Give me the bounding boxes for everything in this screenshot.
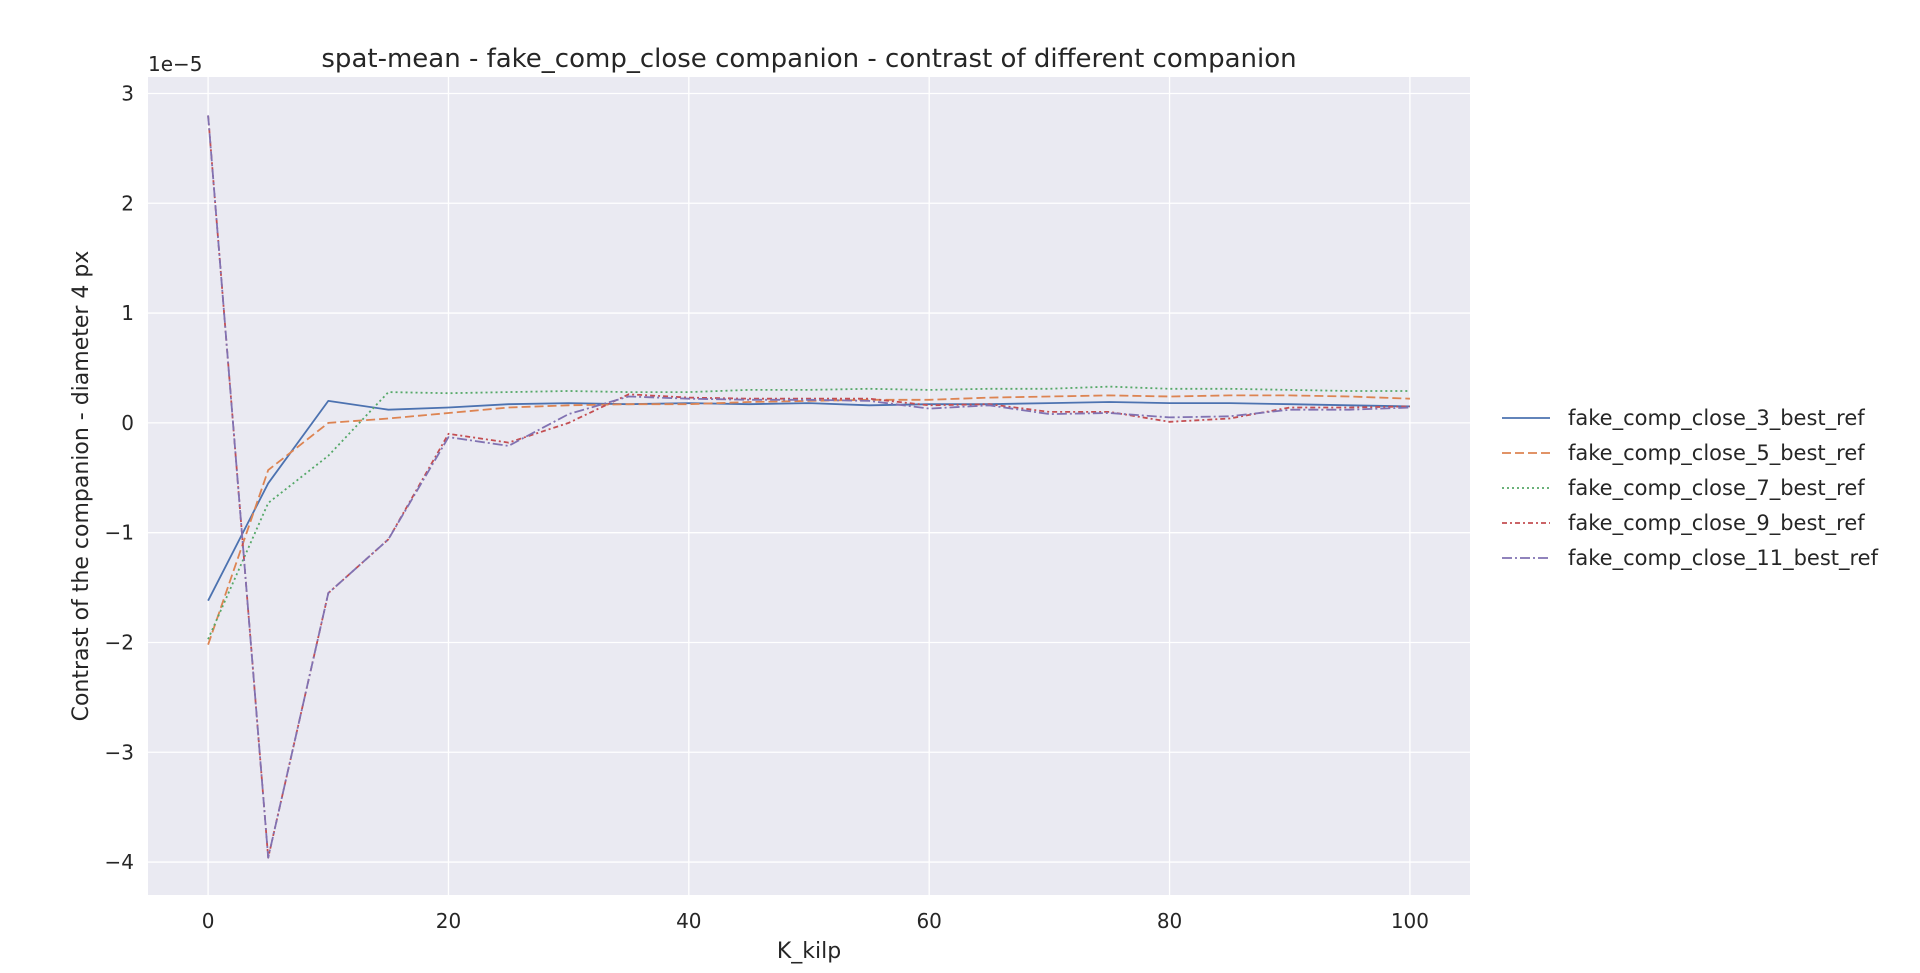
series-lines — [207, 115, 1410, 859]
legend: fake_comp_close_3_best_ref fake_comp_clos… — [1502, 406, 1879, 571]
y-tick-label: 2 — [121, 191, 134, 215]
x-tick-label: 20 — [436, 909, 461, 933]
legend-label: fake_comp_close_5_best_ref — [1568, 441, 1865, 466]
x-axis-label: K_kilp — [777, 939, 841, 964]
series-line-fake_comp_close_5_best_ref — [207, 394, 1410, 645]
y-gridlines — [148, 92, 1470, 863]
y-tick-label: −2 — [105, 630, 134, 654]
y-axis-label: Contrast of the companion - diameter 4 p… — [69, 251, 94, 722]
y-offset-text: 1e−5 — [148, 52, 203, 76]
y-tick-label: −1 — [105, 521, 134, 545]
x-tick-labels: 0 20 40 60 80 100 — [202, 909, 1429, 933]
chart-title: spat-mean - fake_comp_close companion - … — [321, 44, 1296, 74]
y-tick-label: 3 — [121, 81, 134, 105]
legend-label: fake_comp_close_3_best_ref — [1568, 406, 1865, 431]
y-tick-labels: 3 2 1 0 −1 −2 −3 −4 — [105, 81, 134, 874]
legend-label: fake_comp_close_11_best_ref — [1568, 546, 1879, 571]
series-line-fake_comp_close_3_best_ref — [207, 399, 1410, 602]
x-gridlines — [207, 77, 1411, 895]
x-tick-label: 0 — [202, 909, 215, 933]
legend-label: fake_comp_close_7_best_ref — [1568, 476, 1865, 501]
legend-label: fake_comp_close_9_best_ref — [1568, 511, 1865, 536]
x-tick-label: 60 — [916, 909, 941, 933]
plot-area — [148, 77, 1470, 895]
x-tick-label: 80 — [1157, 909, 1182, 933]
x-tick-label: 40 — [676, 909, 701, 933]
y-tick-label: −3 — [105, 740, 134, 764]
series-line-fake_comp_close_9_best_ref — [207, 115, 1410, 859]
y-tick-label: 1 — [121, 301, 134, 325]
y-tick-label: 0 — [121, 411, 134, 435]
y-tick-label: −4 — [105, 850, 134, 874]
x-tick-label: 100 — [1391, 909, 1429, 933]
series-line-fake_comp_close_11_best_ref — [207, 115, 1410, 859]
